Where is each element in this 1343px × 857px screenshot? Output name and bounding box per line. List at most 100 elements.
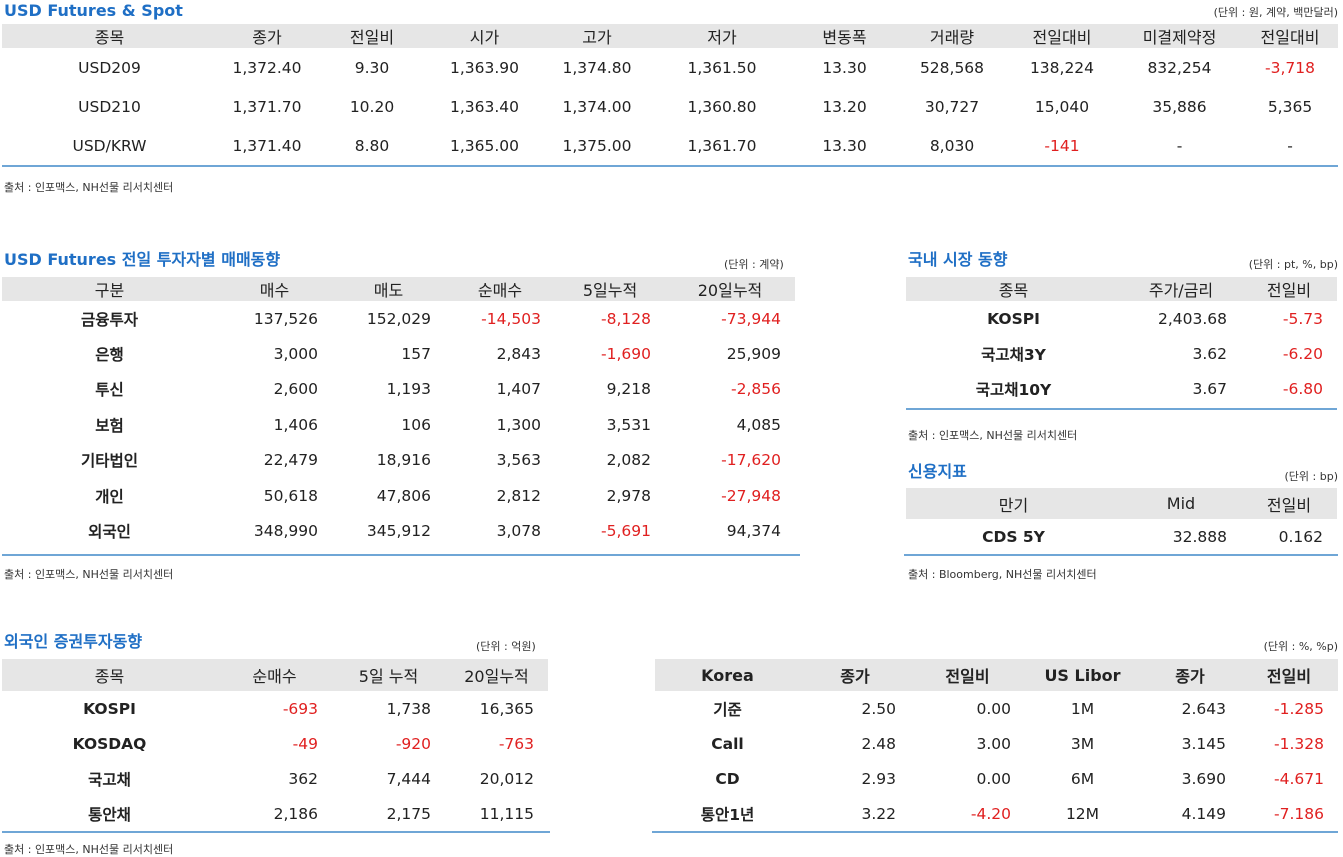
investor-header-cell: 20일누적 <box>665 277 795 301</box>
investor-cell: 3,563 <box>496 451 541 470</box>
spot-header-cell: 종가 <box>217 24 317 48</box>
rates-unit: (단위 : %, %p) <box>1263 640 1338 653</box>
spot-header-cell: 미결제약정 <box>1117 24 1242 48</box>
foreign-header-row: 종목 순매수 5일 누적 20일누적 <box>2 659 548 691</box>
rates-cell: -7.186 <box>1274 804 1324 823</box>
investor-cell: 22,479 <box>263 451 318 470</box>
investor-header-cell: 매도 <box>332 277 445 301</box>
spot-rule <box>2 165 1338 167</box>
domestic-row: KOSPI 2,403.68 -5.73 <box>906 301 1337 336</box>
investor-row-label: 금융투자 <box>80 310 139 329</box>
foreign-title: 외국인 증권투자동향 <box>4 632 143 651</box>
investor-row: 기타법인 22,479 18,916 3,563 2,082 -17,620 <box>2 443 795 478</box>
spot-table: 종목 종가 전일비 시가 고가 저가 변동폭 거래량 전일대비 미결제약정 전일대비 USD209 1… <box>2 24 1338 165</box>
foreign-row-label: 통안채 <box>88 805 131 824</box>
credit-row: CDS 5Y 32.888 0.162 <box>906 519 1337 554</box>
foreign-body: KOSPI -693 1,738 16,365 KOSDAQ -49 -920 -763 국고채… <box>2 691 548 831</box>
foreign-row-label: KOSPI <box>83 699 136 718</box>
spot-row: USD209 1,372.40 9.30 1,363.90 1,374.80 1,361.… <box>2 48 1338 87</box>
domestic-row-label: 국고채3Y <box>981 346 1046 365</box>
rates-cell: 2.643 <box>1181 699 1226 718</box>
foreign-unit: (단위 : 억원) <box>476 640 536 653</box>
investor-header-cell: 구분 <box>2 277 217 301</box>
rates-cell: -1.285 <box>1274 699 1324 718</box>
investor-cell: 2,600 <box>273 380 318 399</box>
rates-header-cell: 종가 <box>800 659 910 691</box>
spot-header-cell: 전일대비 <box>1242 24 1338 48</box>
rates-row: CD 2.93 0.00 6M 3.690 -4.671 <box>655 761 1338 796</box>
spot-header-cell: 시가 <box>427 24 542 48</box>
domestic-row-label: 국고채10Y <box>975 381 1052 400</box>
investor-cell: 157 <box>401 345 431 364</box>
investor-row-label: 투신 <box>95 381 124 400</box>
domestic-cell: -6.20 <box>1282 345 1323 364</box>
spot-cell: 528,568 <box>919 58 985 77</box>
foreign-cell: 2,186 <box>273 804 318 823</box>
foreign-cell: 11,115 <box>479 804 534 823</box>
spot-cell: 13.30 <box>822 136 867 155</box>
credit-header-cell: Mid <box>1121 488 1241 519</box>
spot-unit: (단위 : 원, 계약, 백만달러) <box>1213 6 1338 19</box>
domestic-cell: 2,403.68 <box>1157 309 1227 328</box>
credit-unit: (단위 : bp) <box>1284 470 1339 483</box>
spot-body: USD209 1,372.40 9.30 1,363.90 1,374.80 1,361.… <box>2 48 1338 165</box>
spot-cell: 1,360.80 <box>687 97 757 116</box>
foreign-cell: -49 <box>292 734 318 753</box>
rates-header-cell: US Libor <box>1025 659 1140 691</box>
rates-cell: 3.00 <box>976 734 1011 753</box>
spot-header-cell: 고가 <box>542 24 652 48</box>
foreign-cell: 16,365 <box>479 699 534 718</box>
spot-cell: 30,727 <box>924 97 980 116</box>
domestic-header-cell: 종목 <box>906 277 1121 301</box>
rates-cell: 3M <box>1070 734 1095 753</box>
investor-cell: 1,406 <box>273 415 318 434</box>
spot-header-cell: 저가 <box>652 24 792 48</box>
investor-title: USD Futures 전일 투자자별 매매동향 <box>4 250 281 269</box>
spot-header-row: 종목 종가 전일비 시가 고가 저가 변동폭 거래량 전일대비 미결제약정 전일대비 <box>2 24 1338 48</box>
investor-cell: 2,843 <box>496 345 541 364</box>
investor-row-label: 외국인 <box>88 523 131 542</box>
spot-cell: 1,363.90 <box>449 58 520 77</box>
investor-cell: 9,218 <box>606 380 651 399</box>
investor-cell: 3,000 <box>273 345 318 364</box>
credit-header-cell: 만기 <box>906 488 1121 519</box>
spot-cell: 13.30 <box>822 58 867 77</box>
foreign-row: 통안채 2,186 2,175 11,115 <box>2 796 548 831</box>
investor-cell: -2,856 <box>731 380 781 399</box>
foreign-cell: 362 <box>288 769 318 788</box>
foreign-cell: 1,738 <box>386 699 431 718</box>
credit-cell: 0.162 <box>1278 527 1323 546</box>
domestic-body: KOSPI 2,403.68 -5.73 국고채3Y 3.62 -6.20 국고채10Y 3.… <box>906 301 1337 407</box>
foreign-cell: 7,444 <box>386 769 431 788</box>
investor-cell: 348,990 <box>253 522 318 541</box>
investor-cell: 2,978 <box>606 486 651 505</box>
investor-cell: -5,691 <box>601 522 651 541</box>
foreign-header-cell: 20일누적 <box>445 659 548 691</box>
investor-row: 보험 1,406 106 1,300 3,531 4,085 <box>2 407 795 442</box>
investor-cell: 106 <box>401 415 431 434</box>
rates-row-label: 통안1년 <box>700 805 755 824</box>
spot-cell: 8.80 <box>354 136 390 155</box>
investor-cell: 18,916 <box>376 451 431 470</box>
investor-row: 개인 50,618 47,806 2,812 2,978 -27,948 <box>2 478 795 513</box>
domestic-header-row: 종목 주가/금리 전일비 <box>906 277 1337 301</box>
domestic-row-label: KOSPI <box>987 309 1040 328</box>
domestic-row: 국고채10Y 3.67 -6.80 <box>906 372 1337 407</box>
investor-cell: -8,128 <box>601 309 651 328</box>
investor-row-label: 개인 <box>95 487 124 506</box>
spot-header-cell: 거래량 <box>897 24 1007 48</box>
rates-cell: 0.00 <box>976 699 1011 718</box>
rates-cell: -1.328 <box>1274 734 1324 753</box>
spot-cell: 1,361.50 <box>687 58 757 77</box>
rates-cell: 12M <box>1065 804 1100 823</box>
investor-cell: 137,526 <box>253 309 318 328</box>
spot-cell: 1,372.40 <box>232 58 302 77</box>
rates-cell: 3.690 <box>1181 769 1226 788</box>
rates-cell: 3.145 <box>1181 734 1226 753</box>
domestic-cell: -6.80 <box>1282 380 1323 399</box>
rates-header-row: Korea 종가 전일비 US Libor 종가 전일비 <box>655 659 1338 691</box>
spot-row-label: USD210 <box>78 97 141 116</box>
rates-header-cell: 종가 <box>1140 659 1240 691</box>
rates-cell: 6M <box>1070 769 1095 788</box>
investor-cell: 1,193 <box>386 380 431 399</box>
